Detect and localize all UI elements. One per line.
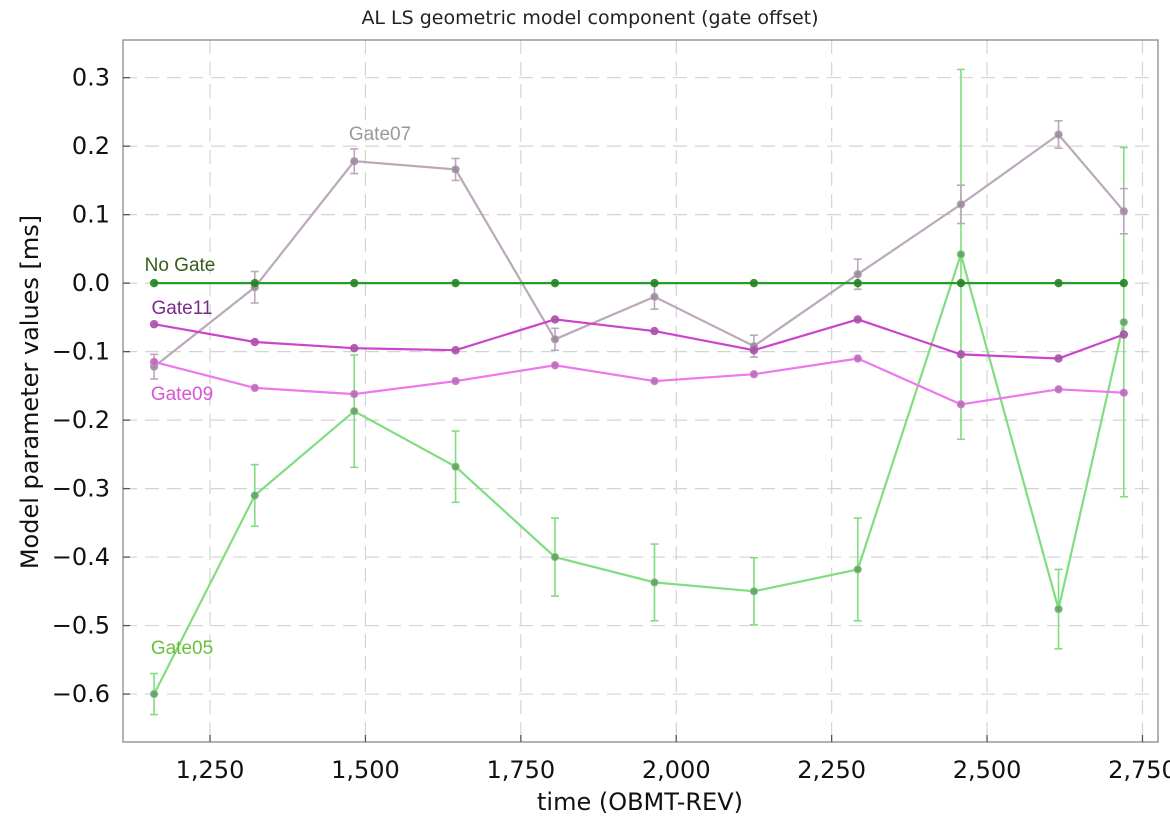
data-point [550, 315, 560, 324]
data-point [350, 407, 359, 416]
data-point [1119, 388, 1129, 397]
data-point [1119, 317, 1129, 327]
x-axis-label: time (OBMT-REV) [537, 788, 743, 816]
data-point [650, 326, 659, 336]
x-tick-label: 1,500 [331, 756, 400, 784]
series-layer [149, 68, 1129, 716]
y-tick-label: −0.2 [52, 406, 110, 434]
series-label-gate11: Gate11 [152, 298, 213, 319]
data-point [550, 335, 560, 344]
series-no-gate [149, 278, 1129, 288]
data-point [749, 587, 759, 596]
data-point [1054, 354, 1063, 363]
series-label-no-gate: No Gate [145, 255, 216, 276]
data-point [1119, 278, 1129, 288]
y-axis-ticks: 0.3 0.2 0.1 0.0 −0.1 −0.2 −0.3 −0.4 −0.5 −0.6 [52, 64, 130, 708]
data-point [853, 565, 862, 574]
data-point [550, 552, 560, 562]
data-point [956, 350, 966, 359]
x-tick-label: 1,250 [176, 756, 245, 784]
y-tick-label: −0.4 [52, 543, 110, 571]
y-tick-label: −0.5 [52, 612, 110, 640]
data-point [1119, 207, 1129, 216]
y-tick-label: 0.0 [72, 269, 110, 297]
data-point [956, 200, 966, 209]
data-point [350, 278, 359, 288]
series-label-gate07: Gate07 [349, 124, 411, 145]
data-point [1054, 385, 1063, 394]
data-point [749, 278, 759, 288]
series-line-gate05 [153, 250, 1125, 695]
chart-title: AL LS geometric model component (gate of… [361, 7, 818, 29]
series-gate05 [149, 68, 1129, 716]
series-gate11 [149, 315, 1129, 363]
data-point [956, 278, 966, 288]
data-point [451, 376, 460, 386]
data-point [350, 389, 359, 399]
y-tick-label: 0.2 [72, 132, 110, 160]
x-tick-label: 1,750 [486, 756, 555, 784]
data-point [149, 357, 159, 367]
series-label-gate09: Gate09 [151, 384, 213, 405]
data-point [1054, 278, 1063, 288]
data-point [149, 320, 159, 329]
y-tick-label: −0.1 [52, 338, 110, 366]
plot-frame [122, 39, 1159, 743]
x-axis-ticks: 1,250 1,500 1,750 2,000 2,250 2,500 2,750 [176, 735, 1170, 784]
data-point [853, 270, 862, 279]
data-point [149, 689, 159, 699]
data-point [1054, 604, 1063, 614]
series-line-gate09 [153, 357, 1124, 406]
series-labels: Gate05 Gate07 Gate09 Gate11 No Gate [145, 124, 412, 659]
series-line-gate11 [153, 318, 1125, 360]
y-axis-label: Model parameter values [ms] [16, 215, 44, 569]
data-point [451, 462, 460, 471]
data-point [250, 491, 259, 500]
data-point [650, 278, 659, 288]
data-point [451, 165, 460, 174]
data-point [550, 361, 560, 370]
data-point [250, 278, 259, 288]
data-point [350, 157, 359, 166]
series-gate09 [149, 354, 1129, 409]
data-point [650, 376, 659, 386]
y-tick-label: 0.3 [72, 64, 110, 92]
data-point [749, 346, 759, 355]
data-point [451, 278, 460, 288]
series-label-gate05: Gate05 [151, 638, 213, 659]
series-line-gate07 [153, 133, 1125, 368]
data-point [350, 343, 359, 353]
y-tick-label: −0.3 [52, 475, 110, 503]
data-point [149, 278, 159, 288]
x-tick-label: 2,750 [1108, 756, 1170, 784]
data-point [1054, 130, 1063, 139]
grid [123, 40, 1158, 742]
data-point [1119, 330, 1129, 339]
data-point [956, 250, 966, 259]
y-tick-label: 0.1 [72, 201, 110, 229]
x-tick-label: 2,500 [953, 756, 1022, 784]
data-point [250, 337, 259, 347]
data-point [749, 370, 759, 379]
x-tick-label: 2,250 [797, 756, 866, 784]
x-tick-label: 2,000 [642, 756, 711, 784]
data-point [650, 578, 659, 587]
data-point [451, 346, 460, 355]
data-point [853, 278, 862, 288]
data-point [956, 400, 966, 409]
data-point [650, 292, 659, 302]
data-point [550, 278, 560, 288]
data-point [853, 354, 862, 363]
series-gate07 [149, 120, 1129, 380]
y-tick-label: −0.6 [52, 680, 110, 708]
data-point [250, 383, 259, 393]
data-point [853, 315, 862, 324]
